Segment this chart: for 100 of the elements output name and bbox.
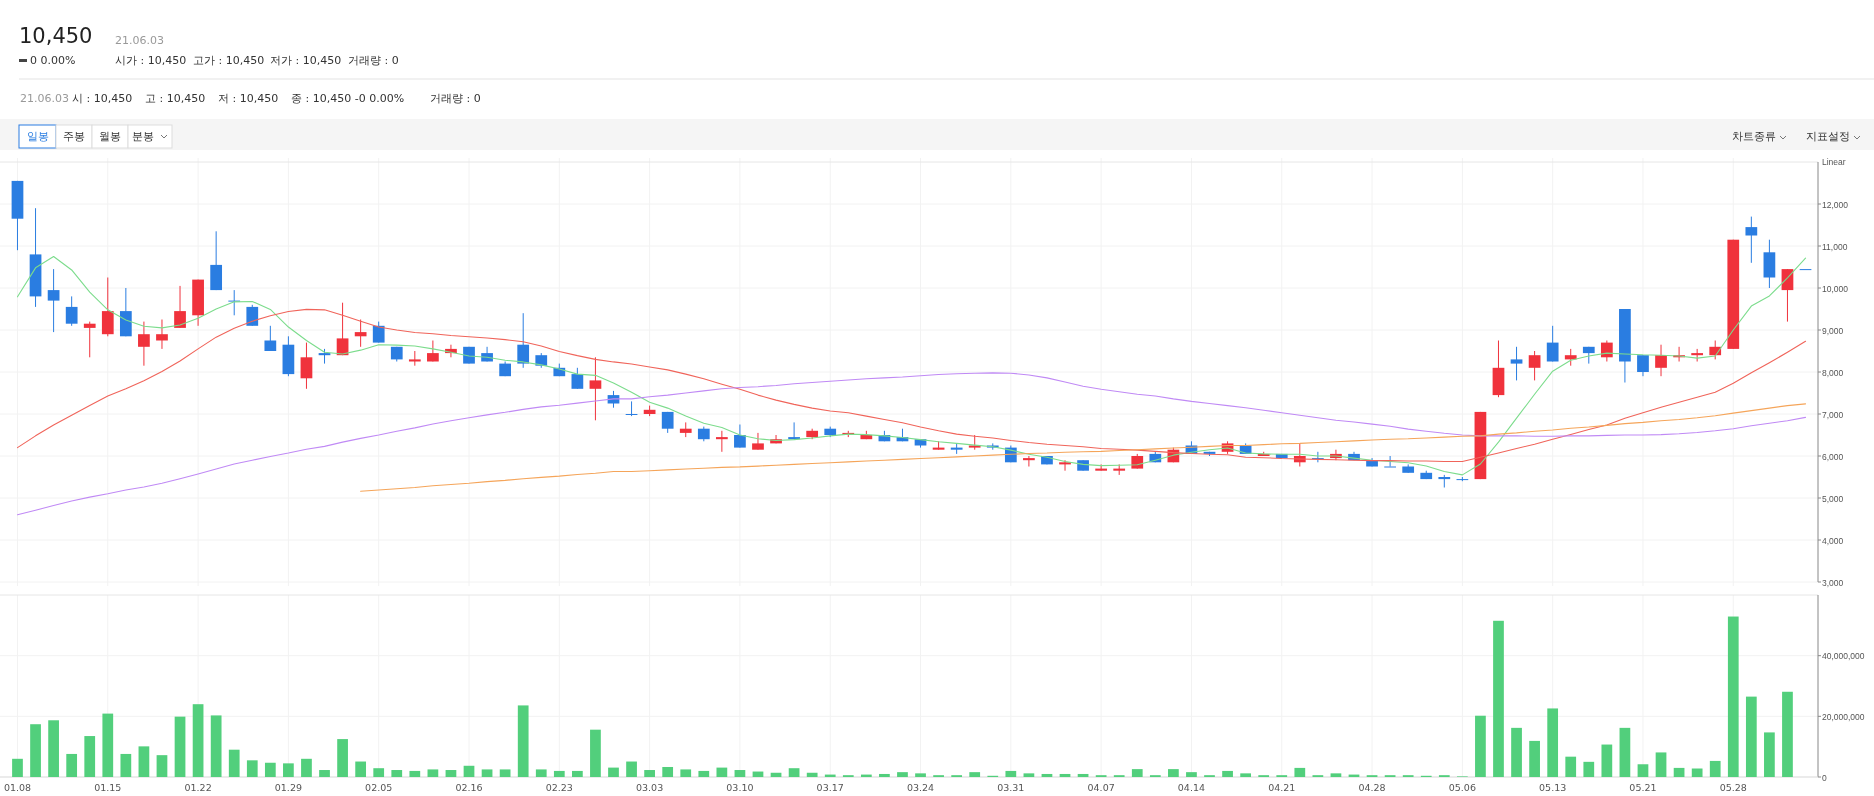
text: 거래량 : 0 — [348, 54, 399, 67]
text: 월봉 — [99, 130, 121, 143]
bar — [1727, 616, 1739, 777]
candlestick — [138, 321, 150, 367]
bar — [391, 770, 403, 777]
x-tick-label: 01.22 — [184, 782, 212, 793]
x-tick-label: 04.07 — [1087, 782, 1115, 793]
candlestick — [65, 295, 78, 327]
candlestick — [101, 277, 114, 337]
bar — [1583, 761, 1595, 777]
x-tick-label: 05.06 — [1448, 782, 1476, 793]
y-tick-label: 5,000 — [1822, 493, 1844, 504]
candlestick — [83, 321, 96, 358]
text: 시 : 10,450 — [72, 92, 133, 105]
candlestick — [1095, 463, 1108, 472]
bar — [1529, 740, 1540, 777]
bar — [445, 770, 457, 777]
candlestick — [246, 304, 259, 327]
candlestick — [372, 321, 385, 344]
candlestick — [1384, 455, 1396, 468]
bar — [1673, 767, 1685, 777]
bar — [1764, 732, 1775, 777]
text: 시가 : 10,450 — [115, 54, 187, 67]
candlestick — [589, 356, 602, 421]
x-tick-label: 04.28 — [1358, 782, 1386, 793]
bar — [788, 768, 800, 777]
bar — [102, 713, 114, 777]
bar — [1077, 773, 1089, 777]
x-tick-label: 05.13 — [1539, 782, 1567, 793]
candlestick — [1655, 344, 1667, 377]
bar — [626, 761, 637, 777]
bar — [30, 724, 41, 777]
bar — [355, 761, 367, 777]
bar — [264, 762, 276, 777]
y-tick-label: 10,000 — [1822, 283, 1849, 294]
bar — [1222, 770, 1233, 777]
candlestick — [1528, 350, 1541, 381]
candlestick — [734, 424, 746, 449]
candlestick — [788, 421, 800, 440]
bar — [698, 770, 710, 777]
y-tick-label: 7,000 — [1822, 409, 1844, 420]
bar — [301, 758, 312, 777]
bar — [1745, 696, 1757, 777]
y-tick-label: 40,000,000 — [1822, 651, 1865, 662]
x-tick-label: 02.05 — [365, 782, 393, 793]
bar — [499, 769, 511, 777]
candlestick — [752, 432, 764, 451]
bar — [644, 770, 655, 777]
bar — [716, 767, 728, 777]
text: Linear — [1822, 157, 1846, 167]
text: 지표설정 — [1806, 130, 1850, 143]
candlestick — [1546, 325, 1559, 362]
candlestick — [174, 285, 186, 329]
bar — [174, 716, 186, 777]
bar — [1168, 769, 1179, 777]
bar — [373, 768, 385, 777]
bar — [1565, 756, 1577, 777]
bar — [608, 767, 619, 777]
bar — [192, 704, 204, 777]
bar — [1330, 773, 1342, 777]
bar — [517, 705, 529, 777]
bar — [1005, 770, 1017, 777]
text: 고가 : 10,450 — [193, 54, 265, 67]
x-tick-label: 03.03 — [636, 782, 664, 793]
bar — [246, 760, 258, 777]
line-series — [360, 403, 1807, 492]
candlestick — [300, 342, 313, 390]
y-tick-label: 11,000 — [1822, 241, 1848, 252]
bar — [572, 770, 583, 777]
y-tick-label: 6,000 — [1822, 451, 1844, 462]
candlestick — [715, 430, 728, 453]
x-tick-label: 03.31 — [997, 782, 1025, 793]
bar — [1691, 768, 1703, 777]
bar — [228, 749, 240, 777]
bar — [409, 770, 421, 777]
candlestick — [427, 340, 439, 362]
candlestick — [354, 319, 367, 348]
text: 종 : 10,450 -0 0.00% — [291, 92, 405, 105]
x-tick-label: 05.21 — [1629, 782, 1657, 793]
bar — [535, 769, 547, 777]
bar — [1511, 727, 1522, 777]
bar — [12, 758, 23, 777]
bar — [897, 772, 908, 777]
bar — [915, 773, 926, 777]
text: 일봉 — [26, 130, 49, 143]
candlestick — [1637, 354, 1649, 377]
bar — [1493, 620, 1504, 777]
bar — [463, 765, 475, 777]
bar — [1294, 767, 1306, 777]
bar — [662, 766, 674, 777]
y-tick-label: 12,000 — [1822, 199, 1849, 210]
bar — [879, 773, 890, 777]
bar — [84, 736, 96, 777]
x-tick-label: 02.23 — [545, 782, 573, 793]
line-series — [16, 255, 1807, 476]
candlestick — [517, 312, 530, 369]
bar — [120, 753, 132, 777]
x-tick-label: 03.10 — [726, 782, 754, 793]
bar — [1240, 773, 1251, 777]
bar — [283, 763, 294, 777]
